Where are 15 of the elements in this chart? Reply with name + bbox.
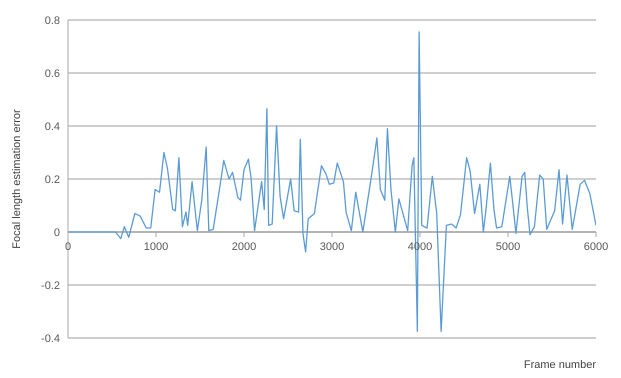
y-tick-label: 0 (54, 226, 60, 239)
x-tick-label: 2000 (232, 241, 256, 253)
y-tick-label: -0.2 (41, 280, 60, 292)
x-tick-label: 1000 (144, 241, 168, 253)
y-tick-label: -0.4 (41, 332, 60, 345)
y-tick-label: 0.6 (44, 68, 60, 80)
x-tick-label: 3000 (320, 241, 344, 253)
y-tick-label: 0.4 (44, 120, 60, 133)
y-tick-label: 0.2 (44, 174, 60, 186)
y-tick-label: 0.8 (44, 14, 60, 27)
x-tick-label: 5000 (496, 241, 520, 253)
x-tick-label: 0 (64, 241, 72, 253)
x-axis-title: Frame number (524, 359, 596, 371)
y-axis-title: Focal length estimation error (10, 108, 23, 249)
x-tick-label: 6000 (584, 241, 608, 253)
